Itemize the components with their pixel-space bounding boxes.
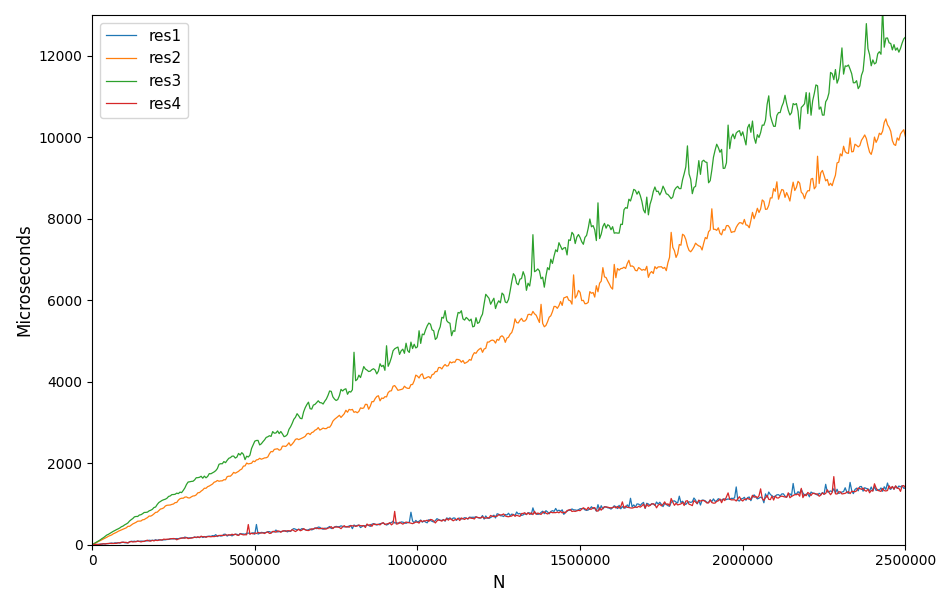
Line: res1: res1	[94, 483, 905, 544]
Line: res3: res3	[94, 8, 905, 544]
res2	[572, 292, 583, 299]
res3	[900, 33, 911, 41]
Legend: res1, res2, res3, res4: res1, res2, res3, res4	[100, 22, 188, 118]
res4	[900, 484, 911, 492]
res2	[527, 308, 538, 315]
res2	[882, 121, 893, 128]
Y-axis label: Microseconds: Microseconds	[15, 223, 33, 336]
res2	[881, 115, 892, 123]
Line: res2: res2	[94, 119, 905, 544]
res4	[529, 507, 540, 515]
res1	[529, 509, 540, 517]
res1	[900, 484, 911, 492]
res1	[480, 512, 492, 520]
res4	[883, 482, 895, 489]
res4	[93, 541, 105, 548]
res2	[474, 345, 485, 353]
res1	[883, 485, 895, 492]
res3	[753, 134, 765, 141]
res3	[882, 35, 893, 42]
res2	[753, 209, 765, 216]
res3	[527, 231, 538, 239]
res3	[572, 234, 583, 241]
res1	[573, 506, 584, 514]
res2	[900, 133, 911, 140]
res3	[877, 4, 888, 12]
res4	[480, 515, 492, 522]
res4	[755, 485, 767, 492]
res2	[88, 540, 100, 548]
res3	[474, 319, 485, 326]
res3	[88, 540, 100, 548]
res1	[91, 541, 103, 548]
res4	[476, 514, 487, 521]
res1	[476, 514, 487, 521]
res4	[828, 473, 840, 480]
Line: res4: res4	[94, 476, 905, 544]
res3	[478, 300, 490, 307]
res1	[844, 479, 856, 486]
res4	[88, 541, 100, 548]
X-axis label: N: N	[493, 574, 505, 592]
res4	[573, 507, 584, 514]
res1	[755, 493, 767, 501]
res2	[478, 345, 490, 353]
res1	[88, 541, 100, 548]
